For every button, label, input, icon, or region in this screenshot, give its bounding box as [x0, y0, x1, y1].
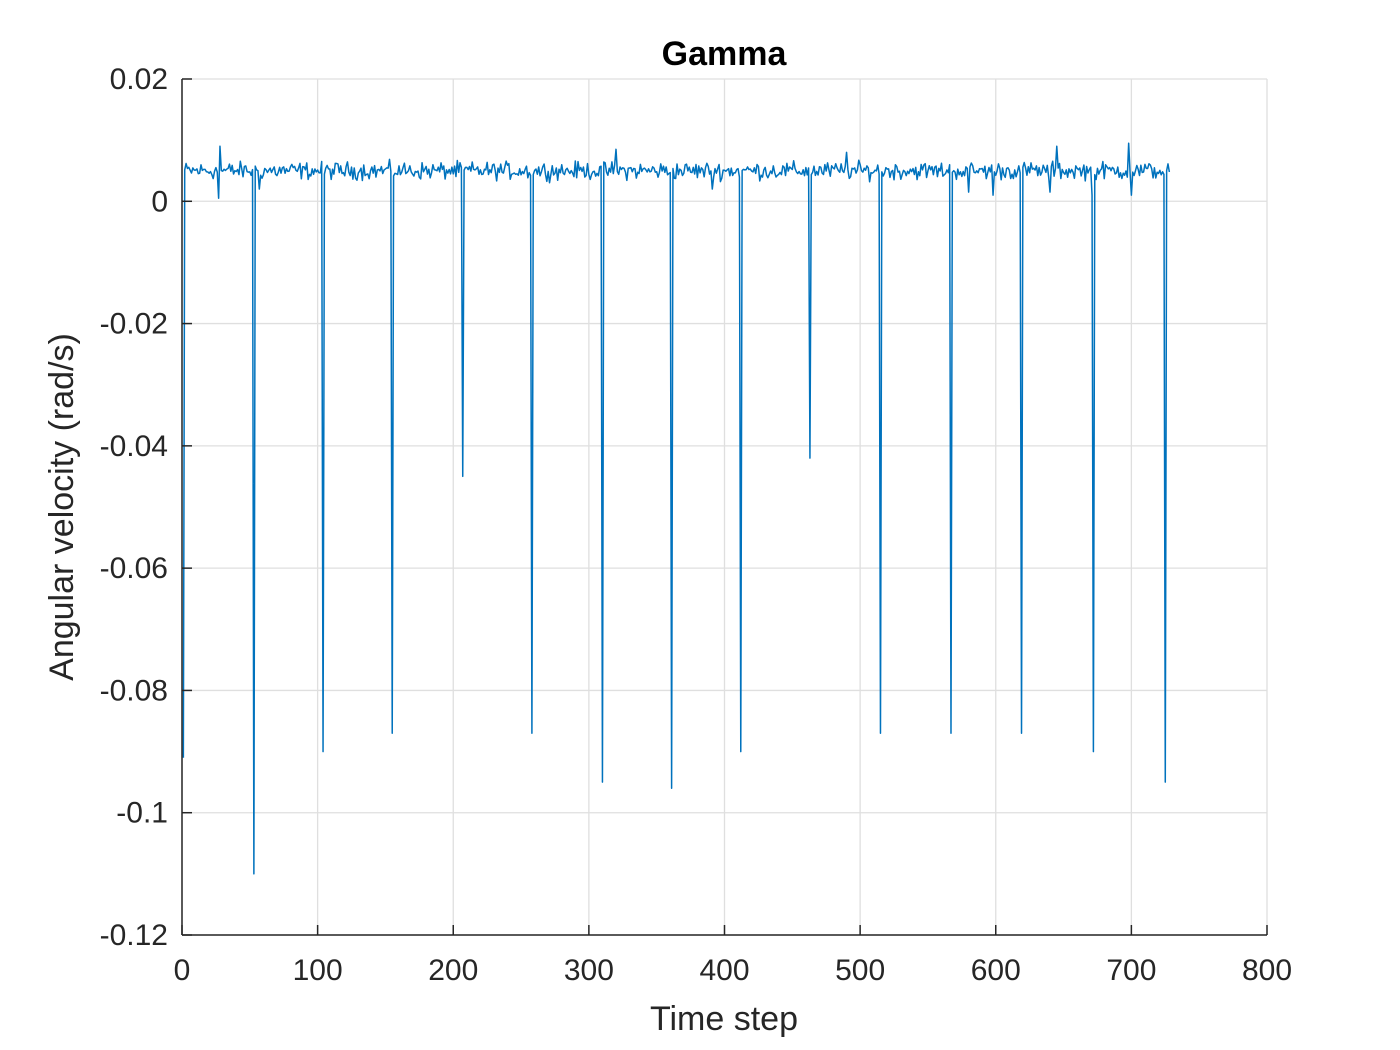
y-tick-label-0: -0.12: [100, 919, 168, 952]
y-axis-label: Angular velocity (rad/s): [43, 333, 81, 681]
x-tick-label-2: 200: [428, 954, 478, 987]
y-tick-label-3: -0.06: [100, 552, 168, 585]
x-axis-label: Time step: [650, 1000, 798, 1038]
y-tick-label-5: -0.02: [100, 308, 168, 341]
x-tick-label-1: 100: [293, 954, 343, 987]
y-tick-label-7: 0.02: [110, 63, 168, 96]
chart-title: Gamma: [662, 35, 788, 73]
x-tick-label-5: 500: [835, 954, 885, 987]
y-tick-label-4: -0.04: [100, 430, 168, 463]
x-tick-label-0: 0: [174, 954, 191, 987]
x-tick-label-8: 800: [1242, 954, 1292, 987]
x-tick-label-3: 300: [564, 954, 614, 987]
tick-labels: 0 100 200 300 400 500 600 700 800 -0.12 -0.1 -0.08 -…: [100, 63, 1292, 987]
y-tick-label-1: -0.1: [116, 797, 168, 830]
x-tick-label-4: 400: [699, 954, 749, 987]
y-tick-label-2: -0.08: [100, 674, 168, 707]
y-tick-label-6: 0: [151, 185, 168, 218]
x-tick-label-7: 700: [1106, 954, 1156, 987]
series-layer: [182, 142, 1171, 875]
series-line: [182, 142, 1171, 875]
x-tick-label-6: 600: [971, 954, 1021, 987]
axes: [181, 78, 1268, 936]
